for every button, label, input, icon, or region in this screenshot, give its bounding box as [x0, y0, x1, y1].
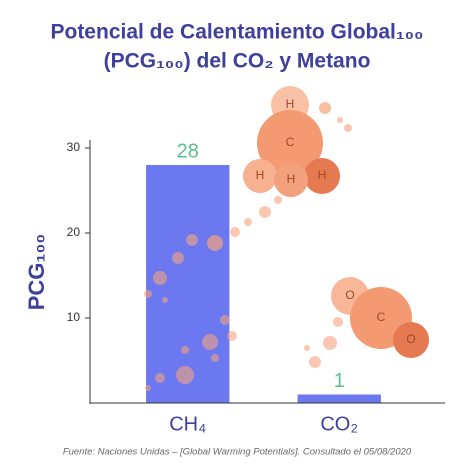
x-tick-label: CO₂: [320, 413, 358, 435]
chart-title: Potencial de Calentamiento Global₁₀₀: [50, 21, 423, 44]
atom-label: C: [377, 310, 386, 324]
atom-label: C: [286, 135, 295, 149]
y-tick-label: 30: [67, 140, 81, 154]
value-label: 28: [177, 140, 199, 162]
source-note: Fuente: Naciones Unidas – [Global Warmin…: [63, 447, 412, 458]
y-tick-label: 20: [67, 225, 81, 239]
bar: [297, 394, 381, 403]
atom-label: H: [256, 168, 265, 182]
x-tick-label: CH₄: [169, 413, 206, 435]
atom-label: O: [345, 288, 354, 302]
atom-label: H: [287, 172, 296, 186]
chart-subtitle: (PCG₁₀₀) del CO₂ y Metano: [104, 50, 371, 73]
atom-labels: H C H H H O C O: [256, 97, 416, 346]
y-axis-label: PCG₁₀₀: [24, 234, 49, 311]
decoration: [144, 86, 429, 391]
y-tick-label: 10: [67, 310, 81, 324]
value-label: 1: [334, 370, 345, 392]
atom-label: H: [286, 97, 295, 111]
atom-label: O: [406, 332, 415, 346]
atom-label: H: [318, 168, 327, 182]
